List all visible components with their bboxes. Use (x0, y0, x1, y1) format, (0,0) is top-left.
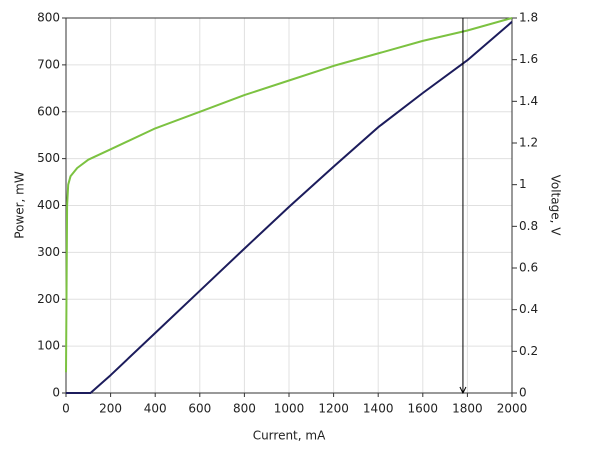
x-tick-label: 0 (62, 402, 70, 416)
y2-tick-label: 0.8 (519, 219, 538, 233)
y2-tick-label: 0 (519, 386, 527, 400)
x-tick-label: 1600 (408, 402, 439, 416)
x-tick-label: 200 (99, 402, 122, 416)
y2-tick-label: 1.4 (519, 94, 538, 108)
x-tick-label: 400 (144, 402, 167, 416)
y2-axis-label: Voltage, V (549, 175, 563, 237)
y-tick-label: 600 (37, 104, 60, 118)
x-tick-label: 2000 (497, 402, 528, 416)
x-tick-label: 600 (188, 402, 211, 416)
y-tick-label: 300 (37, 245, 60, 259)
y2-tick-label: 1.2 (519, 136, 538, 150)
y-tick-label: 0 (52, 386, 60, 400)
y2-tick-label: 0.6 (519, 261, 538, 275)
y-tick-label: 500 (37, 151, 60, 165)
y2-tick-label: 1 (519, 177, 527, 191)
y-tick-label: 800 (37, 11, 60, 25)
y2-tick-label: 1.8 (519, 11, 538, 25)
y2-tick-label: 0.2 (519, 344, 538, 358)
y-axis-label: Power, mW (13, 171, 27, 239)
plot-frame (65, 17, 513, 394)
y-tick-label: 700 (37, 57, 60, 71)
data-line (65, 17, 513, 373)
x-axis-label: Current, mA (253, 429, 326, 443)
data-line (66, 21, 513, 394)
y2-tick-label: 1.6 (519, 52, 538, 66)
y-tick-label: 200 (37, 292, 60, 306)
y2-tick-label: 0.4 (519, 302, 538, 316)
x-tick-label: 800 (233, 402, 256, 416)
x-tick-label: 1000 (274, 402, 305, 416)
x-tick-label: 1400 (363, 402, 394, 416)
y-tick-label: 400 (37, 198, 60, 212)
cursor-arrow (459, 386, 467, 395)
x-tick-label: 1200 (318, 402, 349, 416)
x-tick-label: 1800 (452, 402, 483, 416)
y-tick-label: 100 (37, 339, 60, 353)
